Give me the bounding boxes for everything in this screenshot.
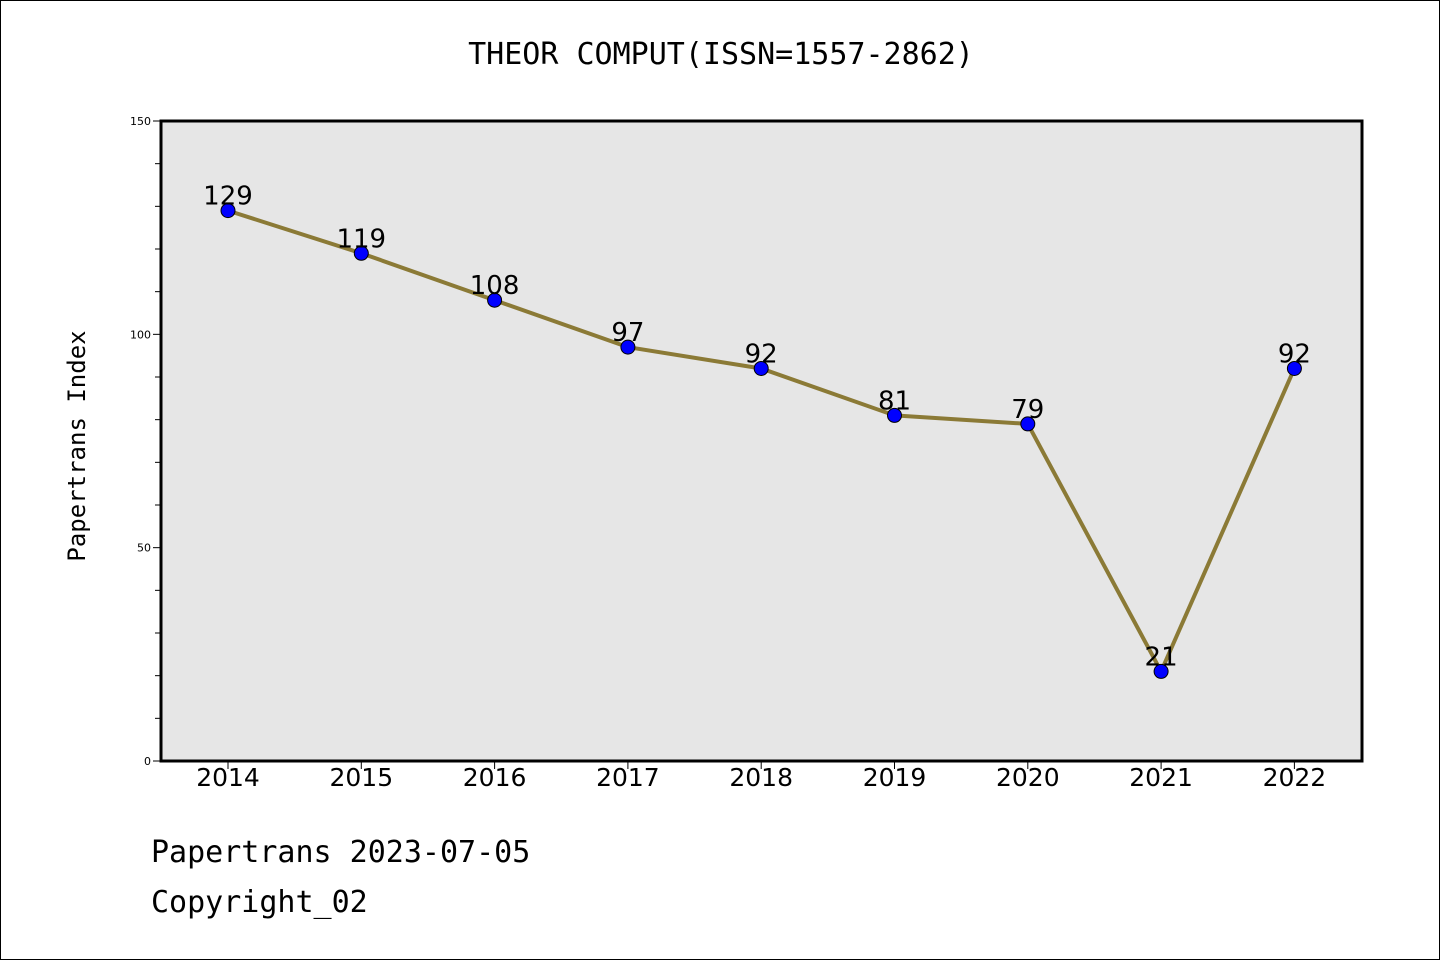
x-tick-label: 2018 — [729, 763, 793, 792]
data-label: 108 — [470, 271, 520, 301]
y-tick-label: 0 — [144, 755, 151, 768]
data-label: 97 — [611, 318, 644, 348]
data-label: 21 — [1145, 642, 1178, 672]
x-tick-label: 2020 — [996, 763, 1060, 792]
data-point — [1153, 663, 1169, 679]
data-point — [220, 203, 236, 219]
data-label: 79 — [1011, 395, 1044, 425]
x-tick-label: 2016 — [463, 763, 527, 792]
data-label: 129 — [203, 182, 253, 212]
data-point — [620, 339, 636, 355]
data-point — [353, 245, 369, 261]
y-tick-label: 50 — [137, 542, 151, 555]
data-point — [887, 407, 902, 423]
y-tick-label: 150 — [130, 115, 151, 128]
chart-title: THEOR COMPUT(ISSN=1557-2862) — [468, 37, 974, 72]
x-tick-label: 2022 — [1263, 763, 1327, 792]
footer-date: Papertrans 2023-07-05 — [151, 835, 531, 870]
data-label: 81 — [878, 386, 911, 416]
x-tick-label: 2021 — [1129, 763, 1193, 792]
data-point — [1286, 360, 1302, 376]
x-tick-label: 2019 — [863, 763, 927, 792]
data-label: 92 — [745, 339, 778, 369]
plot-area — [161, 121, 1362, 761]
data-label: 92 — [1278, 339, 1311, 369]
footer-copyright: Copyright_02 — [151, 885, 368, 920]
data-point — [487, 292, 503, 308]
plot-border — [159, 119, 1364, 763]
x-tick-label: 2017 — [596, 763, 660, 792]
data-point — [1020, 416, 1036, 432]
x-tick-label: 2014 — [196, 763, 260, 792]
x-tick-label: 2015 — [329, 763, 393, 792]
data-label: 119 — [336, 224, 386, 254]
y-tick-label: 100 — [130, 328, 151, 341]
data-point — [753, 360, 769, 376]
